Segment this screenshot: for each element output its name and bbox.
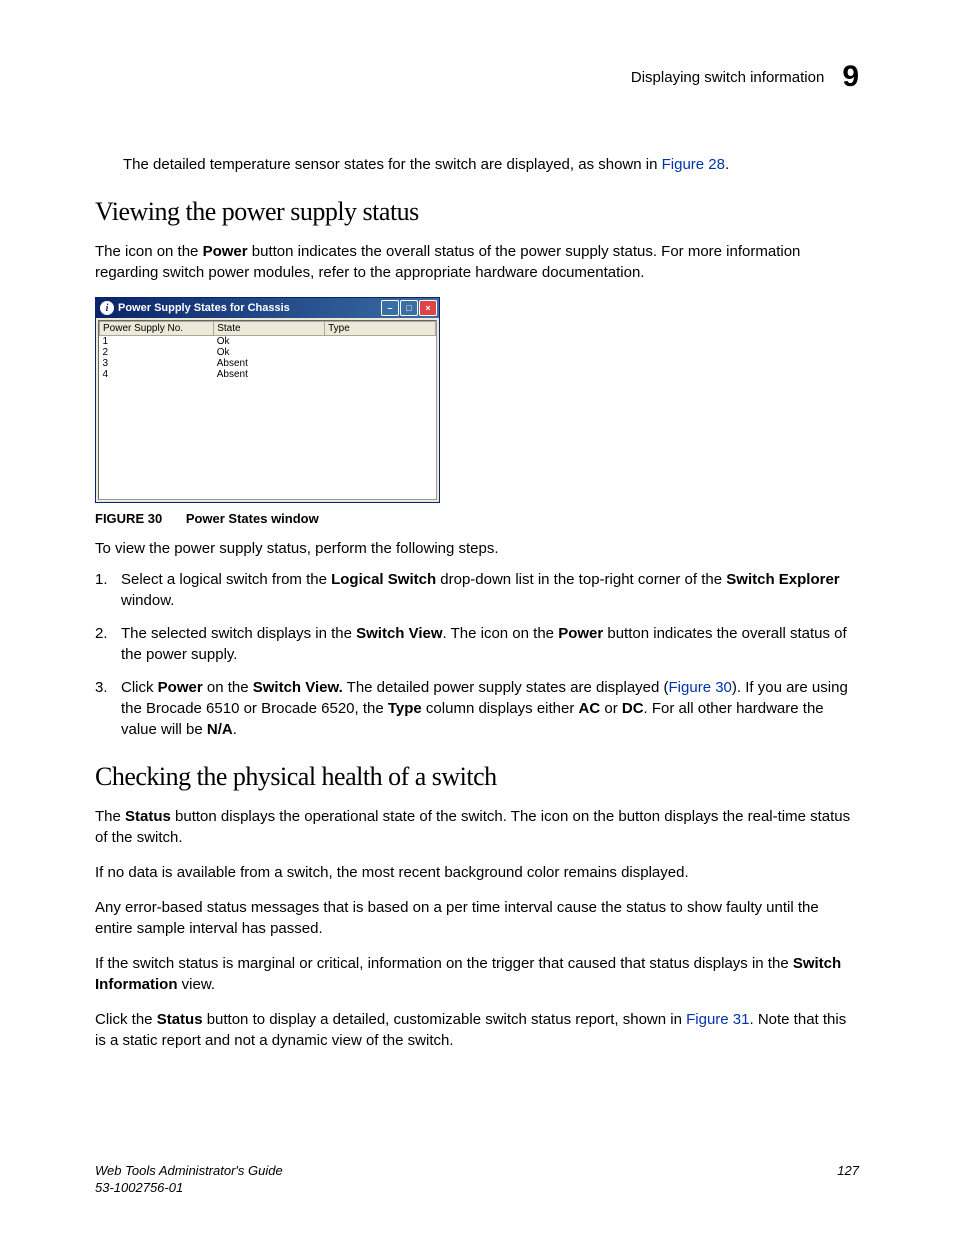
t: . The icon on the: [443, 625, 559, 642]
t: column displays either: [422, 700, 579, 717]
col-header-state: State: [214, 322, 325, 336]
t: Click the: [95, 1011, 157, 1028]
t: on the: [203, 679, 253, 696]
col-header-type: Type: [325, 322, 436, 336]
power-bold: Power: [158, 679, 203, 696]
figure-caption: FIGURE 30 Power States window: [95, 511, 859, 526]
t: Select a logical switch from the: [121, 571, 331, 588]
figure-31-link[interactable]: Figure 31: [686, 1011, 749, 1028]
t: or: [600, 700, 622, 717]
step-3: Click Power on the Switch View. The deta…: [95, 677, 859, 740]
cell: [325, 336, 436, 348]
cell: 4: [100, 369, 214, 380]
t: button to display a detailed, customizab…: [203, 1011, 687, 1028]
cell: 1: [100, 336, 214, 348]
close-button[interactable]: ×: [419, 300, 437, 316]
step-1: Select a logical switch from the Logical…: [95, 569, 859, 611]
cell: 2: [100, 347, 214, 358]
table-row: 2 Ok: [100, 347, 436, 358]
status-bold: Status: [125, 808, 171, 825]
dc-bold: DC: [622, 700, 644, 717]
cell: Ok: [214, 347, 325, 358]
switch-explorer-bold: Switch Explorer: [726, 571, 839, 588]
table-row: 3 Absent: [100, 358, 436, 369]
t: Click: [121, 679, 158, 696]
power-supply-table: Power Supply No. State Type 1 Ok 2 Ok: [99, 321, 436, 380]
health-p1: The Status button displays the operation…: [95, 806, 859, 848]
intro-text: The detailed temperature sensor states f…: [123, 156, 662, 173]
status-bold: Status: [157, 1011, 203, 1028]
logical-switch-bold: Logical Switch: [331, 571, 436, 588]
minimize-button[interactable]: –: [381, 300, 399, 316]
intro-paragraph: The detailed temperature sensor states f…: [123, 154, 859, 175]
cell: Absent: [214, 369, 325, 380]
window-title: Power Supply States for Chassis: [118, 302, 380, 314]
power-states-window: i Power Supply States for Chassis – □ × …: [95, 297, 440, 503]
header-section-title: Displaying switch information: [631, 69, 824, 86]
cell: 3: [100, 358, 214, 369]
power-bold: Power: [558, 625, 603, 642]
t: The detailed power supply states are dis…: [343, 679, 669, 696]
step-2: The selected switch displays in the Swit…: [95, 623, 859, 665]
section-heading-power-supply: Viewing the power supply status: [95, 197, 859, 227]
ac-bold: AC: [579, 700, 601, 717]
table-row: 4 Absent: [100, 369, 436, 380]
cell: [325, 358, 436, 369]
t: If the switch status is marginal or crit…: [95, 955, 793, 972]
info-icon: i: [100, 301, 114, 315]
doc-number: 53-1002756-01: [95, 1180, 283, 1197]
health-p2: If no data is available from a switch, t…: [95, 862, 859, 883]
t: window.: [121, 592, 174, 609]
power-bold: Power: [203, 243, 248, 260]
t: button displays the operational state of…: [95, 808, 850, 846]
health-p3: Any error-based status messages that is …: [95, 897, 859, 939]
chapter-number: 9: [842, 60, 859, 94]
maximize-button[interactable]: □: [400, 300, 418, 316]
guide-title: Web Tools Administrator's Guide: [95, 1163, 283, 1180]
steps-list: Select a logical switch from the Logical…: [95, 569, 859, 740]
figure-30: i Power Supply States for Chassis – □ × …: [95, 297, 859, 526]
cell: Ok: [214, 336, 325, 348]
cell: [325, 369, 436, 380]
type-bold: Type: [388, 700, 422, 717]
window-controls: – □ ×: [380, 300, 437, 316]
switch-view-bold: Switch View: [356, 625, 442, 642]
footer-left: Web Tools Administrator's Guide 53-10027…: [95, 1163, 283, 1197]
t: The: [95, 808, 125, 825]
intro-text-after: .: [725, 156, 729, 173]
figure-28-link[interactable]: Figure 28: [662, 156, 725, 173]
t: view.: [178, 976, 216, 993]
window-titlebar: i Power Supply States for Chassis – □ ×: [96, 298, 439, 318]
switch-view-bold: Switch View.: [253, 679, 343, 696]
power-supply-intro: The icon on the Power button indicates t…: [95, 241, 859, 283]
t: The selected switch displays in the: [121, 625, 356, 642]
cell: [325, 347, 436, 358]
na-bold: N/A: [207, 721, 233, 738]
figure-description: Power States window: [186, 511, 319, 526]
cell: Absent: [214, 358, 325, 369]
table-row: 1 Ok: [100, 336, 436, 348]
figure-label: FIGURE 30: [95, 511, 162, 526]
page-footer: Web Tools Administrator's Guide 53-10027…: [95, 1163, 859, 1197]
steps-intro: To view the power supply status, perform…: [95, 540, 859, 557]
page-header: Displaying switch information 9: [95, 60, 859, 94]
health-p4: If the switch status is marginal or crit…: [95, 953, 859, 995]
table-container: Power Supply No. State Type 1 Ok 2 Ok: [98, 320, 437, 500]
health-p5: Click the Status button to display a det…: [95, 1009, 859, 1051]
p1a: The icon on the: [95, 243, 203, 260]
figure-30-link[interactable]: Figure 30: [669, 679, 732, 696]
t: .: [233, 721, 237, 738]
t: drop-down list in the top-right corner o…: [436, 571, 726, 588]
col-header-number: Power Supply No.: [100, 322, 214, 336]
section-heading-physical-health: Checking the physical health of a switch: [95, 762, 859, 792]
page-number: 127: [837, 1163, 859, 1178]
